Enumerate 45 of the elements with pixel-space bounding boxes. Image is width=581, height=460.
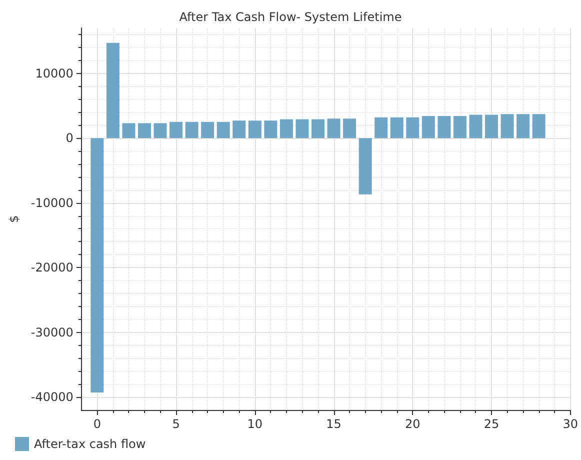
bar xyxy=(516,114,530,138)
bar xyxy=(106,42,120,138)
bar xyxy=(532,114,546,138)
bar xyxy=(122,123,136,138)
bar xyxy=(312,119,324,138)
y-tick-label: -40000 xyxy=(30,390,74,404)
x-tick-label: 20 xyxy=(404,417,420,431)
chart-title: After Tax Cash Flow- System Lifetime xyxy=(179,10,402,24)
bar xyxy=(248,120,262,138)
bar xyxy=(422,116,435,138)
bar xyxy=(469,114,482,138)
x-tick-label: 10 xyxy=(247,417,263,431)
bar xyxy=(453,116,466,138)
bar xyxy=(170,122,183,138)
bar xyxy=(406,117,420,138)
x-tick-label: 5 xyxy=(172,417,180,431)
x-tick-label: 15 xyxy=(326,417,342,431)
bar xyxy=(358,138,372,194)
y-tick-label: 0 xyxy=(66,131,74,146)
x-tick-label: 0 xyxy=(93,417,101,431)
bar xyxy=(216,122,230,138)
bar xyxy=(185,122,198,138)
y-tick-label: -20000 xyxy=(30,260,74,275)
bar xyxy=(438,116,451,138)
bar xyxy=(154,123,167,138)
bar xyxy=(201,122,214,138)
x-tick-label: 30 xyxy=(562,417,578,431)
bar xyxy=(500,114,514,138)
bar xyxy=(296,119,309,138)
bar xyxy=(280,119,293,138)
bar xyxy=(485,114,498,138)
y-tick-label: -10000 xyxy=(30,196,74,210)
legend-label: After-tax cash flow xyxy=(34,437,146,451)
bar xyxy=(327,118,340,138)
y-axis-title: $ xyxy=(7,215,21,223)
bar xyxy=(232,120,246,138)
bar xyxy=(264,120,278,138)
bar xyxy=(138,123,151,138)
bar xyxy=(343,118,356,138)
x-tick-label: 25 xyxy=(484,417,500,431)
bar xyxy=(90,138,104,393)
bar xyxy=(374,117,388,138)
y-tick-label: -30000 xyxy=(30,325,74,340)
y-tick-label: 10000 xyxy=(35,66,74,80)
bar xyxy=(390,117,404,138)
